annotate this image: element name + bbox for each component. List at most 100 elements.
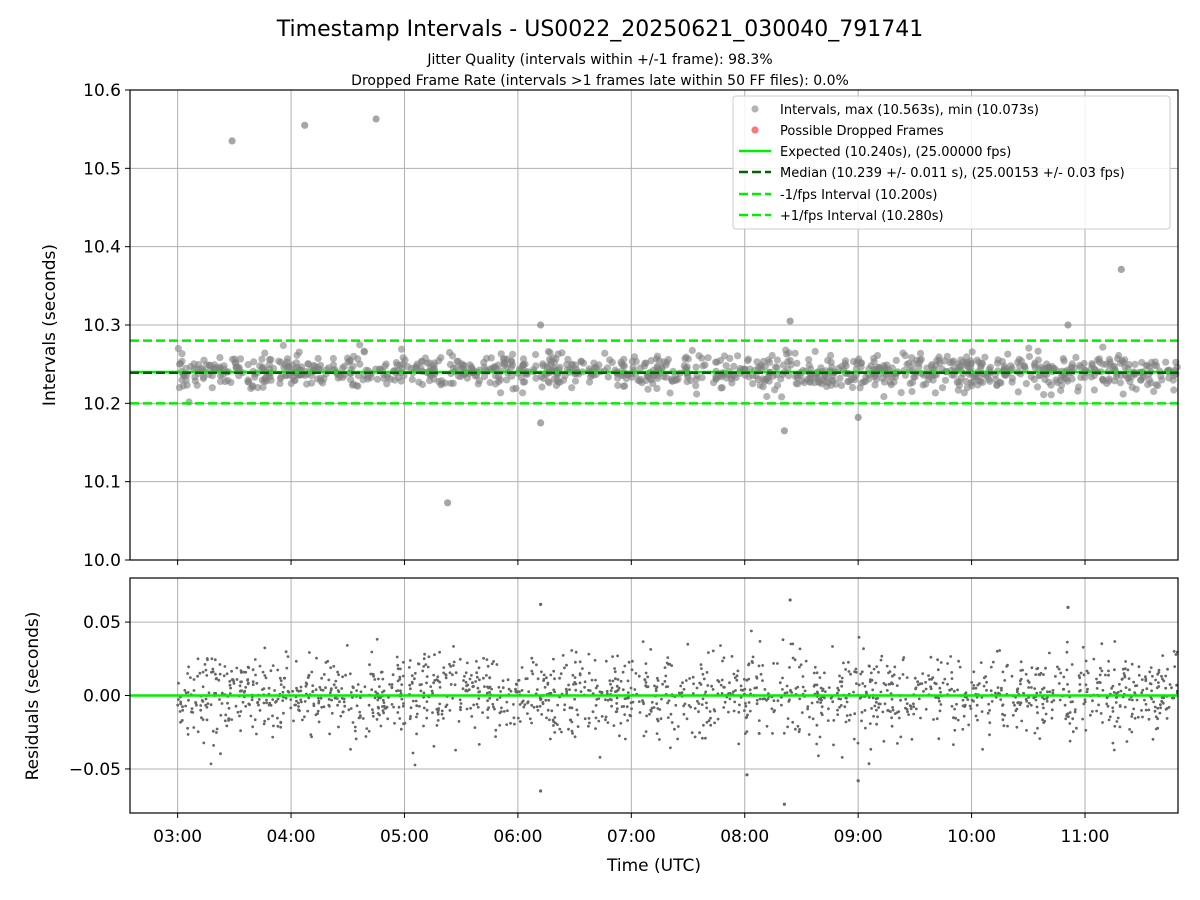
residual-point [794, 727, 797, 731]
residual-point [271, 735, 275, 739]
residual-point [897, 716, 901, 720]
residual-point [918, 682, 922, 686]
residual-point [494, 735, 497, 738]
interval-point [601, 349, 609, 357]
interval-point [712, 375, 720, 383]
residual-point [433, 653, 436, 657]
interval-point [235, 364, 243, 372]
residual-point [251, 680, 255, 684]
residual-point [761, 664, 765, 667]
residual-point [1025, 729, 1028, 732]
residual-point [297, 705, 300, 708]
residual-point [530, 656, 534, 660]
residual-point [469, 706, 472, 710]
residual-point [844, 720, 848, 724]
residual-point [1144, 675, 1147, 679]
residual-point [876, 696, 879, 700]
interval-point [897, 389, 905, 397]
residual-point [772, 699, 776, 703]
residual-point [327, 697, 331, 701]
residual-point [422, 657, 426, 661]
residual-point [908, 704, 912, 708]
residual-point [215, 731, 218, 734]
residual-point [253, 658, 257, 661]
residual-point [1019, 682, 1022, 686]
residual-point [646, 675, 650, 679]
residual-point [611, 655, 614, 658]
residual-point [1165, 707, 1169, 710]
residual-point [230, 718, 234, 721]
residual-point [690, 731, 694, 735]
residual-point [683, 702, 687, 706]
residual-point [300, 700, 303, 704]
interval-point [1072, 353, 1080, 361]
residual-point [757, 731, 761, 735]
residual-point [818, 735, 822, 739]
interval-point [480, 372, 489, 381]
residual-point [552, 720, 555, 723]
residual-point [295, 686, 298, 690]
interval-point [759, 357, 768, 365]
residual-point [506, 709, 509, 713]
residual-point-outlier [1066, 605, 1070, 610]
residual-point [476, 705, 480, 709]
residual-point [682, 704, 685, 708]
residual-point [451, 696, 454, 700]
residual-point [1042, 697, 1046, 701]
residual-point [705, 721, 709, 724]
interval-point-outlier [372, 115, 380, 123]
residual-point [862, 647, 865, 651]
residual-point [587, 671, 591, 675]
residual-point [1095, 687, 1099, 690]
residual-point [485, 674, 488, 677]
residual-point [578, 660, 582, 664]
residual-point [615, 702, 619, 705]
residual-point [932, 718, 935, 721]
legend-marker-intervals [751, 105, 759, 113]
residual-point [218, 698, 221, 701]
interval-point [261, 349, 269, 357]
residual-point [210, 657, 214, 661]
interval-point [1106, 358, 1114, 366]
residual-point [618, 734, 621, 738]
residual-point [223, 719, 227, 723]
interval-point [805, 361, 813, 369]
residual-point [206, 702, 210, 705]
residual-point [299, 685, 303, 689]
residual-point [395, 655, 399, 659]
residual-point [899, 698, 902, 702]
residual-point [626, 679, 630, 683]
residual-point [1132, 680, 1136, 684]
residual-point [988, 733, 991, 737]
interval-point [933, 357, 941, 365]
residual-point [1130, 698, 1134, 702]
residual-point [382, 704, 386, 708]
residual-point [937, 737, 941, 741]
residual-point [390, 683, 394, 686]
interval-point [216, 377, 225, 385]
interval-point [279, 341, 287, 350]
residual-point [838, 674, 841, 678]
interval-point [888, 373, 897, 381]
residual-point [847, 718, 851, 722]
residual-point [425, 716, 429, 720]
residual-point [638, 711, 642, 714]
interval-point [1090, 386, 1098, 394]
interval-point [401, 356, 409, 364]
interval-point [381, 362, 389, 370]
residual-point [1037, 673, 1041, 676]
residual-point [1073, 708, 1077, 711]
residual-point [786, 717, 790, 720]
interval-point [1076, 361, 1084, 369]
interval-point [178, 376, 186, 384]
residual-point [267, 686, 271, 690]
residual-point [425, 681, 428, 685]
residual-point [545, 676, 548, 680]
residual-point [491, 702, 495, 706]
residual-point [238, 689, 242, 693]
residual-point [1172, 650, 1176, 653]
residual-point [214, 691, 218, 695]
interval-point [398, 345, 406, 353]
residual-point [477, 743, 481, 746]
